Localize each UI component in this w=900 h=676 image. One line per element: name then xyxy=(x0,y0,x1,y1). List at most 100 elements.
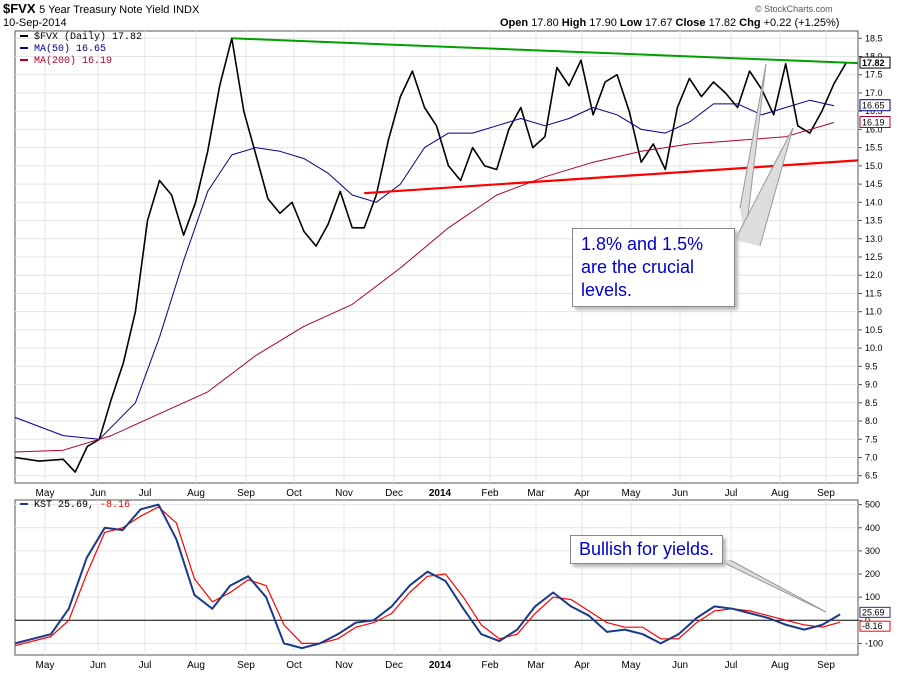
levels-line-3: levels. xyxy=(581,280,633,300)
ma200-line xyxy=(14,122,835,453)
price-x-tick-label: Nov xyxy=(335,488,353,499)
chart-date: 10-Sep-2014 xyxy=(3,17,67,29)
chg-label: Chg xyxy=(739,17,761,29)
kst-y-tick-label: 0 xyxy=(865,615,870,625)
kst-x-tick-label: Oct xyxy=(286,660,302,671)
price-y-tick-label: 14.5 xyxy=(865,179,883,189)
kst-x-tick-label: Mar xyxy=(527,660,545,671)
high-label: High xyxy=(561,17,587,29)
price-y-tick-label: 13.5 xyxy=(865,216,883,226)
price-y-tick-label: 8.0 xyxy=(865,416,878,426)
kst-y-tick-label: 300 xyxy=(865,546,880,556)
price-x-tick-label: Feb xyxy=(481,488,499,499)
ma200-value-tag-label: 16.19 xyxy=(862,117,885,127)
price-y-tick-label: 12.0 xyxy=(865,270,883,280)
levels-annotation: 1.8% and 1.5% are the crucial levels. xyxy=(572,228,735,307)
levels-line-2: are the crucial xyxy=(581,257,695,277)
instrument-name: 5 Year Treasury Note Yield xyxy=(39,4,170,16)
kst-x-tick-label: Jul xyxy=(725,660,738,671)
price-line xyxy=(14,37,847,473)
kst-legend: KST 25.69, -8.16 xyxy=(20,500,130,511)
legend-price: $FVX (Daily) 17.82 xyxy=(20,32,142,44)
price-x-tick-label: Aug xyxy=(187,488,205,499)
kst-x-tick-label: Jun xyxy=(90,660,106,671)
watermark: © StockCharts.com xyxy=(755,4,833,14)
kst-x-tick-label: Sep xyxy=(817,660,835,671)
bullish-pointer xyxy=(717,559,827,613)
price-legend: $FVX (Daily) 17.82 MA(50) 16.65 MA(200) … xyxy=(20,32,142,68)
kst-signal-line xyxy=(14,506,841,647)
price-y-tick-label: 7.0 xyxy=(865,452,878,462)
price-value-tag xyxy=(859,56,891,69)
price-x-tick-label: Mar xyxy=(527,488,545,499)
ma50-line xyxy=(14,99,835,440)
kst-y-tick-label: 400 xyxy=(865,523,880,533)
price-y-tick-label: 10.5 xyxy=(865,325,883,335)
chart-title: $FVX 5 Year Treasury Note Yield INDX xyxy=(3,1,199,16)
kst-x-tick-label: Jul xyxy=(139,660,152,671)
price-panel: May Jun Jul Aug Sep Oct Nov Dec 2014 Feb Mar Apr May… xyxy=(14,30,891,499)
close-label: Close xyxy=(675,17,706,29)
price-y-tick-label: 8.5 xyxy=(865,398,878,408)
ma200-value-tag xyxy=(859,115,891,128)
high-value: 17.90 xyxy=(589,17,617,29)
price-x-tick-label: Aug xyxy=(771,488,789,499)
kst-plot-area xyxy=(14,499,859,656)
legend-ma50: MA(50) 16.65 xyxy=(20,44,142,56)
price-x-tick-label: Sep xyxy=(817,488,835,499)
signal-value-tag xyxy=(859,620,891,632)
kst-legend-signal: -8.16 xyxy=(100,500,131,511)
levels-line-1: 1.8% and 1.5% xyxy=(581,234,704,254)
price-x-tick-label: Jul xyxy=(139,488,152,499)
levels-pointer-1 xyxy=(739,63,767,241)
kst-legend-label: KST 25.69, xyxy=(34,500,95,511)
price-y-tick-label: 14.0 xyxy=(865,197,883,207)
price-y-tick-label: 13.0 xyxy=(865,234,883,244)
low-value: 17.67 xyxy=(644,17,673,29)
ohlc-readout: Open 17.80 High 17.90 Low 17.67 Close 17… xyxy=(500,17,839,29)
price-y-tick-label: 9.5 xyxy=(865,361,878,371)
price-x-tick-label: Jun xyxy=(672,488,688,499)
price-y-tick-label: 9.0 xyxy=(865,380,878,390)
chg-value: +0.22 (+1.25%) xyxy=(763,17,840,29)
price-y-tick-label: 6.5 xyxy=(865,471,878,481)
price-x-tick-label: Oct xyxy=(286,488,302,499)
price-y-tick-label: 18.0 xyxy=(865,52,883,62)
price-value-tag-label: 17.82 xyxy=(862,58,885,68)
kst-x-tick-label: Sep xyxy=(237,660,255,671)
close-value: 17.82 xyxy=(708,17,737,29)
kst-x-tick-label: May xyxy=(622,660,641,671)
kst-panel: May Jun Jul Aug Sep Oct Nov Dec 2014 Feb Mar Apr May… xyxy=(14,499,891,671)
kst-y-tick-label: 100 xyxy=(865,592,880,602)
price-y-tick-label: 15.5 xyxy=(865,143,883,153)
price-y-tick-label: 11.0 xyxy=(865,307,882,317)
kst-x-tick-label: Feb xyxy=(481,660,499,671)
kst-value-tag-label: 25.69 xyxy=(862,607,885,617)
price-y-tick-label: 16.0 xyxy=(865,124,883,134)
price-y-tick-label: 10.0 xyxy=(865,343,883,353)
price-x-tick-label: May xyxy=(36,488,55,499)
price-x-tick-label: Sep xyxy=(237,488,255,499)
kst-value-tag xyxy=(859,606,891,618)
open-label: Open xyxy=(500,17,529,29)
kst-y-tick-label: -100 xyxy=(865,638,883,648)
price-y-tick-label: 7.5 xyxy=(865,434,878,444)
kst-y-tick-label: 200 xyxy=(865,569,880,579)
bullish-annotation: Bullish for yields. xyxy=(570,535,724,564)
exchange: INDX xyxy=(173,4,200,16)
kst-line xyxy=(14,503,841,650)
price-y-tick-label: 17.0 xyxy=(865,88,883,98)
ma50-value-tag xyxy=(859,99,891,112)
price-y-tick-label: 12.5 xyxy=(865,252,883,262)
kst-x-tick-label: Apr xyxy=(574,660,590,671)
price-x-tick-label: Dec xyxy=(385,488,403,499)
price-x-tick-label: May xyxy=(622,488,641,499)
kst-x-tick-label: Dec xyxy=(385,660,403,671)
legend-ma200: MA(200) 16.19 xyxy=(20,56,142,68)
kst-x-tick-label: Jun xyxy=(672,660,688,671)
kst-x-tick-label: Nov xyxy=(335,660,353,671)
levels-pointer-2 xyxy=(734,127,794,247)
price-y-tick-label: 18.5 xyxy=(865,33,883,43)
kst-x-tick-label: 2014 xyxy=(429,660,452,671)
